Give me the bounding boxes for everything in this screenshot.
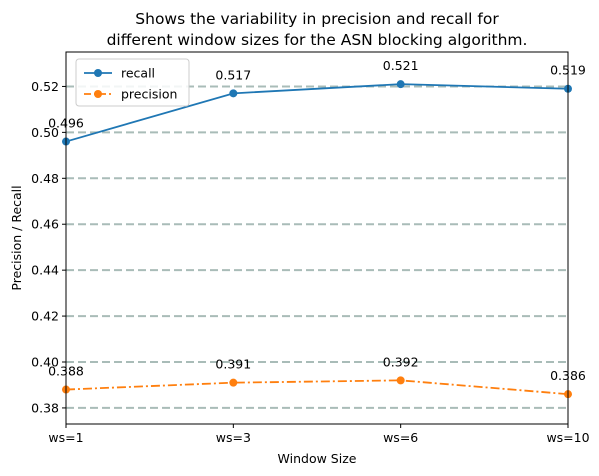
legend-marker-precision <box>94 90 102 98</box>
x-axis-label: Window Size <box>278 451 357 466</box>
series-group <box>62 80 572 398</box>
legend-label-precision: precision <box>121 87 177 102</box>
legend: recall precision <box>76 59 189 106</box>
y-tick-label: 0.40 <box>31 355 59 370</box>
y-tick-label: 0.52 <box>31 79 59 94</box>
y-tick-label: 0.50 <box>31 125 59 140</box>
data-label-precision: 0.391 <box>215 357 251 372</box>
legend-label-recall: recall <box>121 66 155 81</box>
chart-title-line-2: different window sizes for the ASN block… <box>107 31 528 49</box>
y-tick-label: 0.48 <box>31 171 59 186</box>
x-tick-label: ws=1 <box>48 430 83 445</box>
data-label-precision: 0.392 <box>383 354 419 369</box>
data-point-recall <box>397 80 405 88</box>
series-line-precision <box>66 380 568 394</box>
grid-lines <box>66 86 568 407</box>
x-axis: ws=1 ws=3 ws=6 ws=10 <box>48 424 589 445</box>
data-label-recall: 0.517 <box>215 67 251 82</box>
legend-marker-recall <box>94 69 102 77</box>
x-tick-label: ws=3 <box>216 430 251 445</box>
data-point-recall <box>229 89 237 97</box>
data-point-precision <box>229 379 237 387</box>
y-tick-label: 0.42 <box>31 309 59 324</box>
chart-title-line-1: Shows the variability in precision and r… <box>135 10 499 28</box>
data-point-precision <box>397 376 405 384</box>
y-tick-label: 0.38 <box>31 400 59 415</box>
y-tick-label: 0.44 <box>31 263 59 278</box>
x-tick-label: ws=6 <box>383 430 418 445</box>
plot-area-frame <box>66 52 568 424</box>
y-axis-label: Precision / Recall <box>9 185 24 290</box>
y-tick-label: 0.46 <box>31 217 59 232</box>
data-label-recall: 0.521 <box>383 58 419 73</box>
x-tick-label: ws=10 <box>546 430 589 445</box>
